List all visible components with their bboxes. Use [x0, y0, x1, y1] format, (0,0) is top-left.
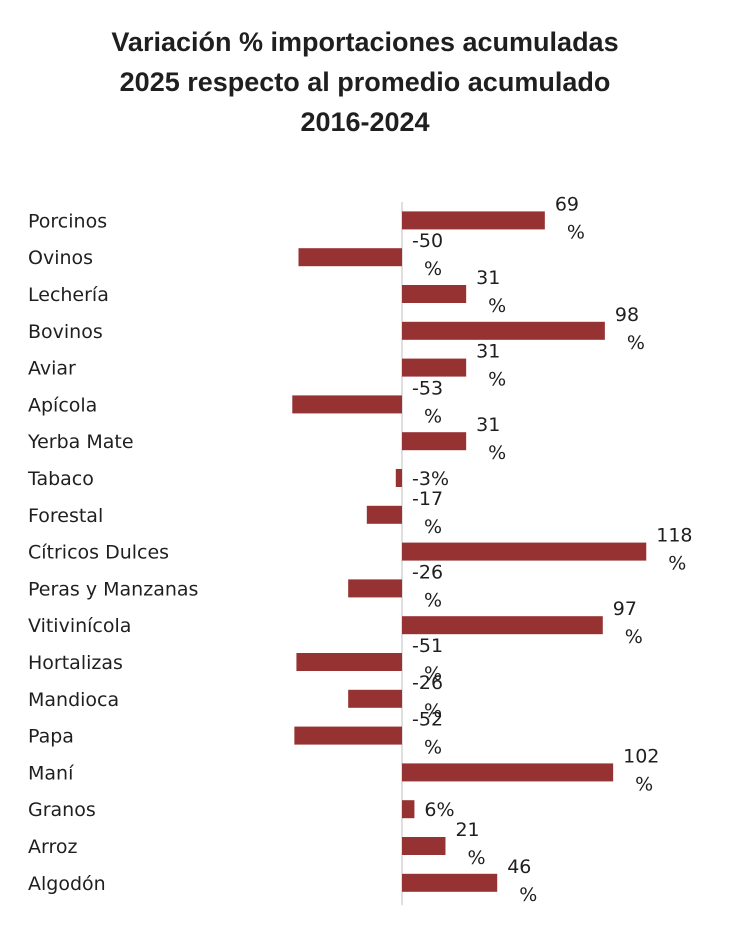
category-label: Lechería	[28, 284, 109, 306]
category-label: Algodón	[28, 873, 106, 895]
data-label: 31%	[476, 414, 506, 464]
bar	[402, 763, 614, 782]
bar	[402, 616, 603, 635]
bar	[395, 469, 402, 487]
data-label: -52%	[412, 709, 443, 759]
bar	[402, 873, 498, 892]
data-label: -26%	[412, 672, 443, 722]
category-label: Arroz	[28, 836, 77, 858]
category-label: Forestal	[28, 505, 103, 527]
category-label: Cítricos Dulces	[28, 542, 169, 564]
category-label: Mandioca	[28, 689, 119, 711]
bar	[366, 505, 402, 524]
data-label: -50%	[412, 230, 443, 280]
bar	[348, 689, 402, 708]
data-label: 31%	[476, 267, 506, 317]
data-label: 102%	[623, 745, 659, 795]
category-label: Maní	[28, 762, 74, 784]
data-label: 97%	[613, 598, 643, 648]
bar	[294, 726, 402, 745]
category-label: Vitivinícola	[28, 615, 131, 637]
bar	[348, 579, 402, 598]
data-label: 118%	[656, 525, 692, 575]
data-label: 98%	[615, 304, 645, 354]
data-label: -51%	[412, 635, 443, 685]
category-label: Ovinos	[28, 247, 93, 269]
category-label: Papa	[28, 726, 74, 748]
bar	[402, 321, 605, 340]
category-label: Aviar	[28, 358, 76, 380]
data-label: 69%	[555, 193, 585, 243]
chart-title-line-2: 2025 respecto al promedio acumulado	[119, 67, 611, 97]
chart-title-line-3: 2016-2024	[300, 107, 430, 137]
bar	[402, 800, 415, 819]
bar	[292, 395, 402, 414]
bar	[298, 248, 402, 267]
data-label: -26%	[412, 561, 443, 611]
chart-title-line-1: Variación % importaciones acumuladas	[111, 27, 619, 57]
category-label: Granos	[28, 799, 96, 821]
data-label: -17%	[412, 488, 443, 538]
bar	[402, 285, 467, 303]
category-label: Apícola	[28, 394, 97, 416]
category-label: Porcinos	[28, 210, 107, 232]
bar	[402, 542, 647, 561]
category-label: Peras y Manzanas	[28, 578, 198, 600]
data-label: 46%	[507, 856, 537, 906]
data-label: -3%	[412, 468, 449, 490]
data-label: 6%	[424, 799, 454, 821]
data-label: 31%	[476, 341, 506, 391]
bar	[402, 211, 545, 230]
category-label: Hortalizas	[28, 652, 123, 674]
category-label: Yerba Mate	[27, 431, 134, 453]
bar	[296, 653, 402, 671]
category-label: Tabaco	[27, 468, 94, 490]
data-label: 21%	[455, 819, 485, 869]
data-label: -53%	[412, 377, 443, 427]
bar	[402, 432, 467, 451]
chart-title: Variación % importaciones acumuladas 202…	[0, 22, 730, 142]
category-label: Bovinos	[28, 321, 103, 343]
bar	[402, 358, 467, 377]
bar	[402, 837, 446, 855]
